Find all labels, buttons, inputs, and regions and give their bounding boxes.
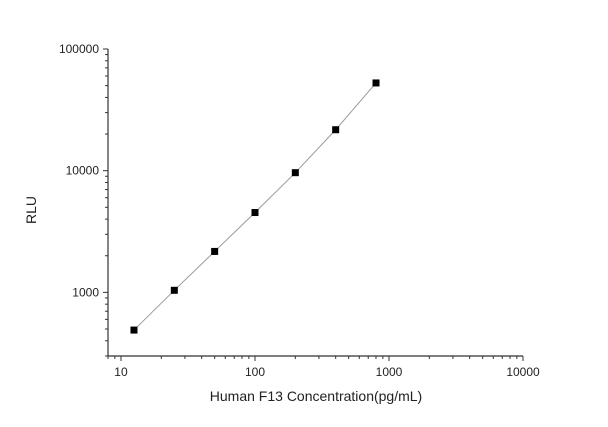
fit-line — [133, 82, 377, 331]
data-point-square — [130, 326, 138, 334]
x-tick-label: 10000 — [506, 365, 540, 379]
y-tick-label: 1000 — [72, 285, 99, 299]
y-tick-label: 10000 — [66, 164, 100, 178]
x-tick-label: 1000 — [376, 365, 403, 379]
data-point-square — [291, 169, 299, 177]
data-points — [130, 79, 380, 334]
data-point-square — [211, 247, 219, 255]
x-axis-label: Human F13 Concentration(pg/mL) — [210, 388, 422, 404]
x-tick-label: 100 — [245, 365, 265, 379]
data-point-square — [251, 209, 259, 217]
data-point-square — [332, 126, 340, 134]
data-point-square — [170, 286, 178, 294]
fit-curve — [133, 82, 377, 331]
y-axis-label: RLU — [23, 196, 39, 224]
y-tick-label: 100000 — [59, 42, 99, 56]
x-tick-label: 10 — [114, 365, 128, 379]
data-point-square — [372, 79, 380, 87]
axes: 10 100 1000 10000 1000 10000 100000 — [59, 42, 540, 379]
